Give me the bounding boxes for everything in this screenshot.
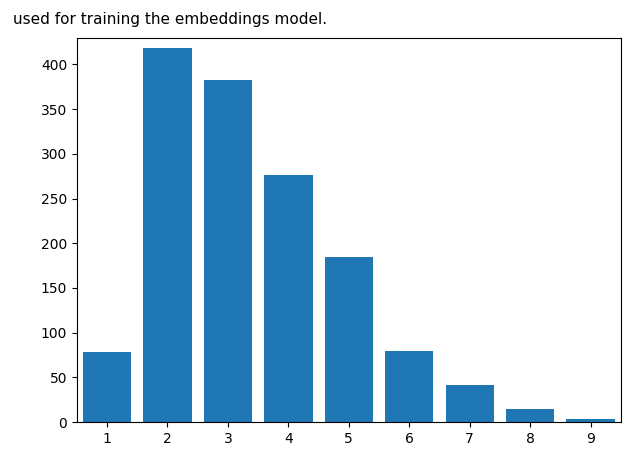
Bar: [324, 257, 373, 422]
Bar: [385, 350, 433, 422]
Bar: [264, 175, 312, 422]
Bar: [143, 48, 191, 422]
Bar: [83, 352, 131, 422]
Bar: [506, 408, 554, 422]
Bar: [566, 418, 615, 422]
Text: used for training the embeddings model.: used for training the embeddings model.: [13, 12, 327, 27]
Bar: [204, 80, 252, 422]
Bar: [445, 386, 494, 422]
